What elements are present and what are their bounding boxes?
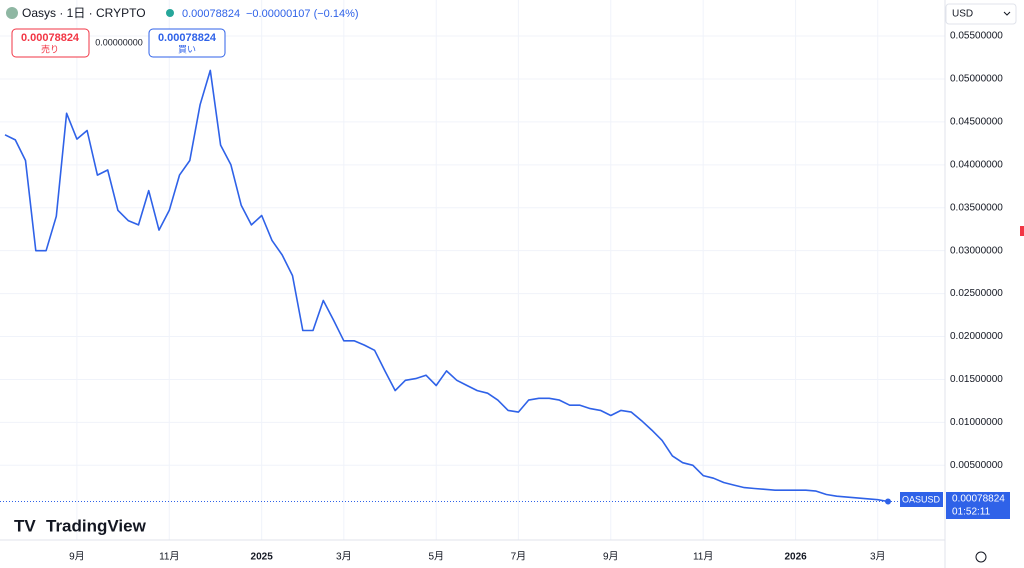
price-change: −0.00000107 (−0.14%) <box>246 8 359 20</box>
x-tick-label: 5月 <box>428 551 444 563</box>
x-tick-label: 2026 <box>784 552 807 563</box>
tag-symbol-bg <box>900 492 943 507</box>
y-tick-label: 0.02500000 <box>950 288 1003 299</box>
price-line <box>4 69 889 503</box>
x-tick-label: 9月 <box>603 551 619 563</box>
status-dot <box>166 9 174 17</box>
edge-marker <box>1020 226 1024 236</box>
y-tick-label: 0.02000000 <box>950 331 1003 342</box>
y-tick-label: 0.05500000 <box>950 31 1003 42</box>
currency: USD <box>952 9 973 20</box>
last-price: 0.00078824 <box>182 8 240 20</box>
x-tick-label: 9月 <box>69 551 85 563</box>
x-tick-label: 7月 <box>511 551 527 563</box>
x-tick-label: 3月 <box>870 551 886 563</box>
y-tick-label: 0.04000000 <box>950 159 1003 170</box>
plot <box>0 69 945 505</box>
x-tick-label: 2025 <box>251 552 274 563</box>
y-tick-label: 0.03500000 <box>950 202 1003 213</box>
logo-mark: TV <box>14 516 36 535</box>
x-tick-label: 3月 <box>336 551 352 563</box>
y-tick-label: 0.01000000 <box>950 417 1003 428</box>
buy-price: 0.00078824 <box>158 32 217 44</box>
tag-price-bg <box>946 492 1010 519</box>
sell-label: 売り <box>41 43 59 54</box>
symbol-icon <box>6 7 18 19</box>
logo: TradingView <box>46 516 147 535</box>
buy-label: 買い <box>178 44 196 54</box>
y-tick-label: 0.01500000 <box>950 374 1003 385</box>
y-tick-label: 0.03000000 <box>950 245 1003 256</box>
tag-price: 0.00078824 <box>952 494 1005 505</box>
buy-button[interactable] <box>148 28 226 58</box>
tag-symbol: OASUSD <box>902 494 941 504</box>
y-tick-label: 0.00500000 <box>950 460 1003 471</box>
sell-price: 0.00078824 <box>21 32 80 44</box>
last-price-dot <box>885 498 891 505</box>
y-tick-label: 0.04500000 <box>950 117 1003 128</box>
price-tag: OASUSD 0.00078824 01:52:11 <box>900 492 1010 519</box>
x-tick-label: 11月 <box>159 551 179 563</box>
y-tick-label: 0.05000000 <box>950 74 1003 85</box>
x-tick-label: 11月 <box>693 551 713 563</box>
currency-select[interactable] <box>945 3 1017 25</box>
sell-button[interactable] <box>11 28 90 58</box>
spread: 0.00000000 <box>95 37 143 47</box>
symbol-title: Oasys · 1日 · CRYPTO <box>22 6 146 20</box>
settings-icon[interactable] <box>975 551 987 563</box>
tag-countdown: 01:52:11 <box>952 507 991 518</box>
dropdown-arrow <box>1003 11 1011 16</box>
